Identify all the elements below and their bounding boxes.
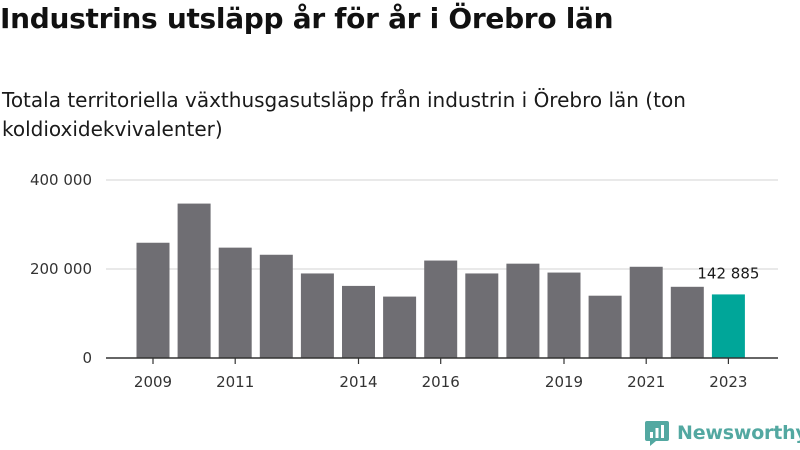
bar-2013 xyxy=(300,273,334,358)
bar-2009 xyxy=(136,242,170,358)
bar-2015 xyxy=(383,296,417,358)
brand-name: Newsworthy xyxy=(677,422,800,444)
chart-subtitle: Totala territoriella växthusgasutsläpp f… xyxy=(2,88,686,141)
bar-2022 xyxy=(670,286,704,358)
axes xyxy=(106,357,778,364)
chart-title: Industrins utsläpp år för år i Örebro lä… xyxy=(0,2,614,35)
x-tick-label: 2016 xyxy=(422,373,460,391)
bars xyxy=(136,203,745,358)
bar-2020 xyxy=(588,295,622,358)
bar-2018 xyxy=(506,263,540,358)
x-tick-label: 2019 xyxy=(545,373,583,391)
brand-footer: Newsworthy xyxy=(644,418,800,448)
x-tick-label: 2023 xyxy=(709,373,747,391)
x-tick-label: 2009 xyxy=(134,373,172,391)
bar-2021 xyxy=(629,266,663,358)
bar-2011 xyxy=(218,247,252,358)
x-tick-label: 2014 xyxy=(339,373,377,391)
bar-2012 xyxy=(259,254,293,358)
x-tick-label: 2011 xyxy=(216,373,254,391)
highlight-value-label: 142 885 xyxy=(697,264,759,282)
bar-2017 xyxy=(465,273,499,358)
bar-2023 xyxy=(711,294,745,358)
y-tick-label: 400 000 xyxy=(30,171,92,189)
bar-2010 xyxy=(177,203,211,358)
y-tick-label: 200 000 xyxy=(30,260,92,278)
y-tick-label: 0 xyxy=(82,349,92,367)
newsworthy-logo-icon xyxy=(645,421,669,446)
bar-2014 xyxy=(342,285,375,358)
bar-2016 xyxy=(424,260,458,358)
labels: 0 200 000 400 000 2009 2011 2014 2016 2019 2021 2… xyxy=(30,171,759,391)
bar-2019 xyxy=(547,272,581,358)
x-tick-label: 2021 xyxy=(627,373,665,391)
